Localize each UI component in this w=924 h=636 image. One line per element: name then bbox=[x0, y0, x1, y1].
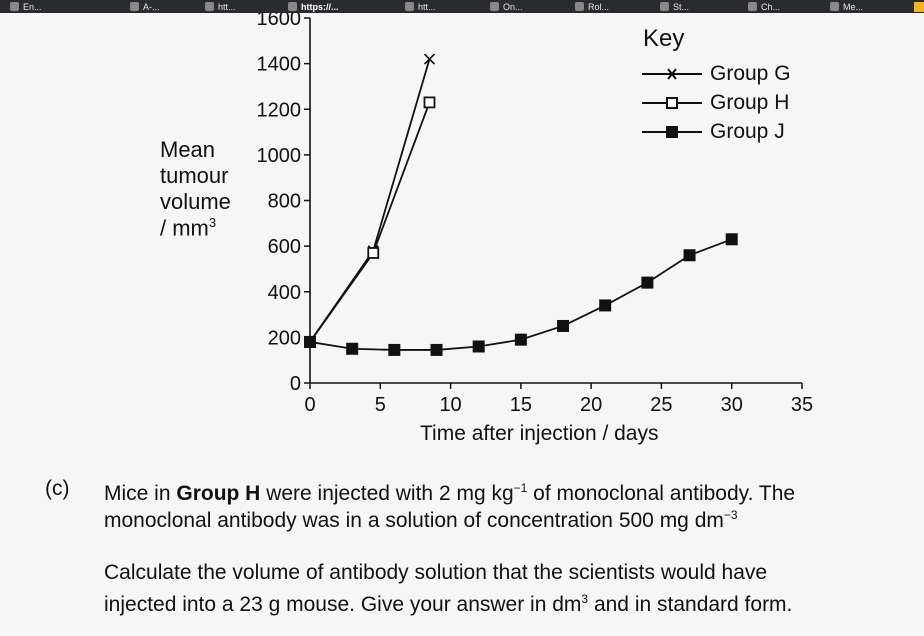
question-line-1-exponent: −1 bbox=[513, 481, 528, 495]
tab-favicon-icon bbox=[10, 2, 19, 11]
data-point-group-j bbox=[346, 342, 359, 355]
question-group-h: Group H bbox=[176, 482, 261, 505]
y-axis-label-line-2: tumour bbox=[160, 163, 229, 188]
x-axis-label: Time after injection / days bbox=[420, 422, 659, 445]
x-tick-label: 10 bbox=[439, 394, 461, 416]
question-line-1: Mice in Group H were injected with 2 mg … bbox=[104, 475, 795, 507]
tab-favicon-icon bbox=[490, 2, 499, 11]
browser-tab-5[interactable]: On... bbox=[490, 0, 523, 13]
tumour-volume-chart: 0 5 10 15 20 25 30 35 0 200 400 600 800 1000 1200 1400 1… bbox=[257, 13, 814, 416]
y-axis-unit-exponent: 3 bbox=[208, 215, 217, 230]
data-point-group-j bbox=[514, 333, 527, 346]
browser-tab-label: Me... bbox=[843, 1, 864, 12]
browser-tab-4[interactable]: htt... bbox=[405, 0, 436, 13]
data-point-group-j bbox=[599, 299, 612, 312]
data-point-group-g bbox=[423, 53, 436, 65]
question-line-4-end: and in standard form. bbox=[588, 593, 793, 616]
y-axis-label-line-1: Mean bbox=[160, 137, 216, 162]
data-point-group-j bbox=[388, 343, 401, 356]
y-tick-label: 1000 bbox=[257, 145, 302, 167]
legend-label-group-j: Group J bbox=[710, 120, 785, 143]
legend-title: Key bbox=[643, 25, 685, 52]
browser-tab-label: A-... bbox=[143, 1, 160, 12]
y-axis-label-line-4: / mm3 bbox=[160, 215, 216, 241]
y-axis-label-line-3: volume bbox=[160, 189, 231, 214]
x-tick-label: 20 bbox=[580, 394, 602, 416]
x-tick-label: 0 bbox=[304, 394, 315, 416]
browser-tab-9[interactable]: Me... bbox=[830, 0, 863, 13]
question-line-3: Calculate the volume of antibody solutio… bbox=[104, 561, 768, 584]
y-tick-label: 400 bbox=[268, 282, 301, 304]
browser-tab-3[interactable]: https://... bbox=[288, 0, 339, 13]
legend-item-group-h: Group H bbox=[640, 90, 789, 116]
tab-favicon-icon bbox=[748, 2, 757, 11]
data-point-group-j bbox=[557, 319, 570, 332]
browser-tab-label: htt... bbox=[218, 1, 236, 12]
question-line-1-start: Mice in bbox=[104, 482, 177, 505]
legend-label-group-g: Group G bbox=[710, 62, 791, 85]
browser-tab-6[interactable]: Rol... bbox=[575, 0, 609, 13]
browser-tab-label: Ch... bbox=[761, 1, 781, 12]
browser-tab-label: On... bbox=[503, 1, 523, 12]
tab-favicon-icon bbox=[660, 2, 669, 11]
question-line-2-text: monoclonal antibody was in a solution of… bbox=[104, 509, 724, 532]
data-point-group-j bbox=[430, 343, 443, 356]
browser-tab-label: htt... bbox=[418, 1, 436, 12]
tab-favicon-icon bbox=[288, 2, 297, 11]
worksheet-page: 0 5 10 15 20 25 30 35 0 200 400 600 800 1000 1200 1400 1… bbox=[0, 13, 924, 636]
x-tick-label: 25 bbox=[650, 394, 672, 416]
legend-label-group-h: Group H bbox=[710, 91, 790, 114]
y-tick-label: 800 bbox=[268, 191, 301, 213]
browser-tab-label: https://... bbox=[301, 1, 339, 12]
question-line-2-exponent: −3 bbox=[723, 508, 738, 522]
legend-item-group-j: Group J bbox=[640, 119, 785, 145]
tab-favicon-icon bbox=[130, 2, 139, 11]
browser-tab-2[interactable]: htt... bbox=[205, 0, 236, 13]
question-number: (c) bbox=[45, 477, 70, 500]
data-point-group-h bbox=[367, 247, 380, 259]
open-square-marker-icon bbox=[642, 97, 702, 109]
y-tick-label: 1600 bbox=[257, 13, 302, 30]
tab-favicon-icon bbox=[405, 2, 414, 11]
y-axis-unit: / mm bbox=[160, 215, 209, 241]
question-line-4-start: injected into a 23 g mouse. Give your an… bbox=[104, 593, 582, 616]
tab-favicon-icon bbox=[830, 2, 839, 11]
y-tick-label: 1200 bbox=[257, 99, 302, 121]
browser-tab-label: En... bbox=[23, 1, 42, 12]
x-tick-label: 35 bbox=[791, 394, 813, 416]
data-point-group-j bbox=[472, 340, 485, 353]
browser-tab-label: Rol... bbox=[588, 1, 610, 12]
question-line-1-dose: were injected with 2 mg kg bbox=[260, 482, 514, 505]
question-line-1-end: of monoclonal antibody. The bbox=[527, 482, 796, 505]
y-tick-label: 0 bbox=[290, 373, 301, 395]
data-point-group-j bbox=[304, 335, 316, 348]
series-line-group-h bbox=[309, 102, 431, 343]
browser-tab-label: St... bbox=[673, 1, 690, 12]
data-point-group-j bbox=[725, 233, 738, 246]
data-point-group-j bbox=[641, 276, 654, 289]
browser-tab-7[interactable]: St... bbox=[660, 0, 689, 13]
question-line-2: monoclonal antibody was in a solution of… bbox=[104, 502, 738, 534]
filled-square-marker-icon bbox=[642, 126, 702, 138]
data-point-group-h bbox=[423, 96, 436, 109]
x-tick-label: 30 bbox=[721, 394, 743, 416]
x-tick-label: 5 bbox=[375, 394, 386, 416]
browser-tab-1[interactable]: A-... bbox=[130, 0, 160, 13]
data-point-group-j bbox=[683, 249, 696, 262]
tab-favicon-icon bbox=[575, 2, 584, 11]
cross-marker-icon bbox=[642, 68, 702, 80]
series-line-group-g bbox=[309, 58, 431, 343]
y-tick-label: 200 bbox=[268, 327, 301, 349]
browser-tab-0[interactable]: En... bbox=[10, 0, 42, 13]
question-line-4-exponent: 3 bbox=[581, 592, 589, 606]
y-tick-label: 1400 bbox=[257, 54, 302, 76]
browser-tab-8[interactable]: Ch... bbox=[748, 0, 780, 13]
browser-tab-bar: En... A-... htt... https://... htt... On... Ro… bbox=[0, 0, 924, 13]
y-tick-label: 600 bbox=[268, 236, 301, 258]
question-line-4: injected into a 23 g mouse. Give your an… bbox=[104, 586, 792, 618]
x-tick-label: 15 bbox=[510, 394, 532, 416]
tab-strip-edge-icon bbox=[914, 2, 924, 12]
tab-favicon-icon bbox=[205, 2, 214, 11]
legend-item-group-g: Group G bbox=[640, 61, 791, 87]
